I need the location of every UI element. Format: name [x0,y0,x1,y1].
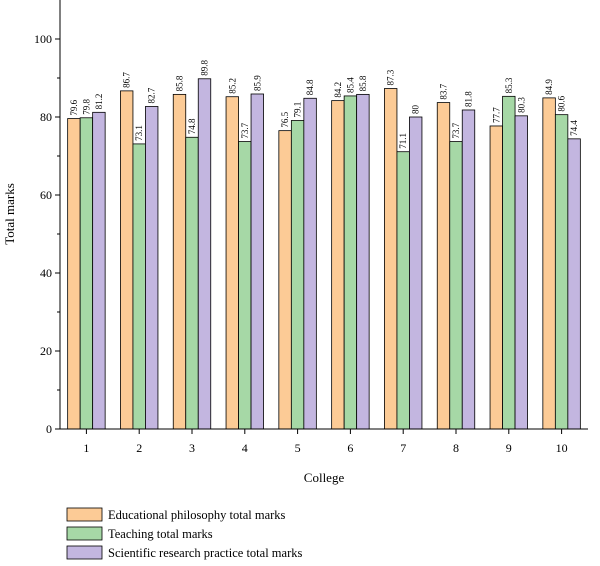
bar [343,95,358,430]
data-label: 83.7 [439,83,449,99]
bar [502,95,516,430]
data-label: 80.6 [557,95,567,111]
data-label: 79.8 [81,99,91,115]
bar [67,118,81,430]
bar [120,90,134,430]
bar [303,97,317,430]
bar [514,115,528,430]
data-label: 84.2 [333,82,343,98]
data-label: 71.1 [398,133,408,149]
bar [554,114,569,430]
data-label: 85.4 [345,77,355,93]
x-tick-label: 10 [556,441,568,455]
legend-swatch [66,526,103,541]
bar [436,102,451,430]
data-label: 73.1 [134,125,144,141]
data-label: 73.7 [451,122,461,138]
bar [409,116,423,430]
data-labels-layer: 79.6 79.8 81.2 86.7 73.1 82.7 85.8 74.8 89.8 85.2… [69,60,579,149]
data-label: 80.3 [516,97,526,113]
x-tick-label: 8 [453,441,459,455]
bar [542,97,556,430]
bar [356,93,370,430]
data-label: 81.8 [464,91,474,107]
bar [197,78,212,430]
x-tick-label: 3 [189,441,195,455]
legend-label: Scientific research practice total marks [108,546,302,560]
bar [238,141,252,430]
bar [145,106,159,430]
y-axis-title: Total marks [2,183,17,245]
y-tick-label: 20 [40,344,52,358]
bars-layer [67,78,581,430]
x-tick-label: 1 [83,441,89,455]
data-label: 87.3 [386,69,396,85]
y-tick-label: 100 [34,32,52,46]
data-label: 85.8 [175,75,185,91]
y-tick-label: 80 [40,110,52,124]
x-tick-label: 9 [506,441,512,455]
data-label: 85.3 [504,77,514,93]
y-tick-label: 60 [40,188,52,202]
x-tick-label: 4 [242,441,248,455]
bar [396,151,410,430]
bar [290,120,305,430]
bar [384,88,398,430]
bar [461,109,476,430]
data-label: 77.7 [491,107,501,123]
data-label: 82.7 [147,87,157,103]
x-ticks-layer: 1 2 3 4 5 6 7 8 9 10 [83,429,568,455]
legend-swatch [66,507,103,522]
bar [132,143,146,430]
y-ticks-layer: 0 20 40 60 80 100 [34,32,60,436]
bar [225,96,239,430]
legend-swatch [66,545,103,560]
legend-label: Educational philosophy total marks [108,508,286,522]
bar [449,141,463,430]
x-axis-title: College [304,470,345,485]
data-label: 85.8 [358,75,368,91]
x-tick-label: 2 [136,441,142,455]
data-label: 80 [411,105,421,115]
data-label: 81.2 [94,94,104,110]
bar [331,100,345,430]
data-label: 73.7 [240,122,250,138]
data-label: 86.7 [122,72,132,88]
data-label: 79.1 [293,102,303,118]
data-label: 85.9 [252,75,262,91]
bar [79,117,94,430]
bar [172,93,187,430]
data-label: 85.2 [227,78,237,94]
x-tick-label: 6 [347,441,353,455]
bar [567,138,581,430]
data-label: 84.8 [305,79,315,95]
data-label: 76.5 [280,111,290,127]
bar [250,93,264,430]
axes-layer [59,0,588,430]
legend-label: Teaching total marks [108,527,213,541]
y-tick-label: 0 [46,422,52,436]
legend: Educational philosophy total marks Teachi… [66,507,302,560]
data-label: 74.4 [569,120,579,136]
bar [185,136,199,430]
x-tick-label: 5 [295,441,301,455]
bar [489,125,503,430]
y-tick-label: 40 [40,266,52,280]
data-label: 84.9 [544,79,554,95]
data-label: 89.8 [200,60,210,76]
bar [278,130,292,430]
x-tick-label: 7 [400,441,406,455]
data-label: 74.8 [187,118,197,134]
data-label: 79.6 [69,99,79,115]
bar [92,111,106,430]
